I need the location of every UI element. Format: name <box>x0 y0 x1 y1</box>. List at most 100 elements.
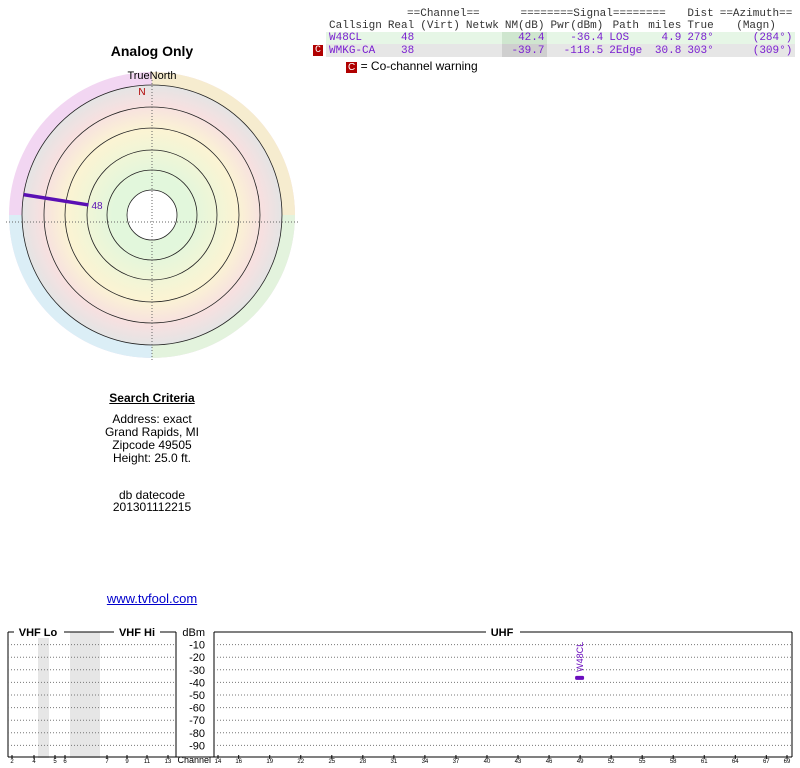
x-tick-label: 13 <box>165 759 172 765</box>
group-header: ==Channel== <box>407 8 480 20</box>
column-header: Netwk <box>465 20 499 32</box>
table-cell: 4.9 <box>645 32 685 44</box>
table-cell: 278° <box>684 32 717 44</box>
x-tick-label: 25 <box>328 759 335 765</box>
label-bg <box>114 626 160 638</box>
table-cell: (309°) <box>716 44 796 57</box>
x-tick-label: 34 <box>422 759 429 765</box>
table-row: C WMKG-CA 38 -39.7 -118.5 2Edge 30.8 303° (309°) <box>310 44 796 57</box>
y-tick-label: -20 <box>189 652 205 664</box>
x-tick-label: 16 <box>235 759 242 765</box>
north-marker: N <box>138 87 145 98</box>
station-vector <box>23 192 89 207</box>
table-cell: -118.5 <box>547 44 607 57</box>
legend-text: = Co-channel warning <box>360 59 478 73</box>
search-line: Address: exact <box>112 412 192 426</box>
x-tick-label: 22 <box>297 759 304 765</box>
x-tick-label: 9 <box>125 759 129 765</box>
table-cell <box>417 32 463 44</box>
spacer <box>310 20 326 32</box>
spacer <box>326 8 385 20</box>
x-tick-label: 5 <box>53 759 57 765</box>
station-table: ==Channel== ========Signal======== Dist ==A… <box>310 8 796 57</box>
table-cell: W48CL <box>326 32 385 44</box>
group-header: ==Azimuth== <box>719 8 793 20</box>
x-tick-label: 11 <box>144 759 151 765</box>
y-tick-label: -40 <box>189 677 205 689</box>
column-header: (Magn) <box>736 20 776 32</box>
table-cell: 30.8 <box>645 44 685 57</box>
north-label: TrueNorth <box>127 70 176 82</box>
table-cell: LOS <box>606 32 646 44</box>
x-tick-label: 40 <box>484 759 491 765</box>
link[interactable]: www.tvfool.com <box>106 591 198 606</box>
group-header-row: ==Channel== ========Signal======== Dist ==A… <box>310 8 795 20</box>
y-tick-label: -30 <box>189 665 205 677</box>
x-tick-label: 14 <box>215 759 222 765</box>
column-header: Path <box>612 20 639 32</box>
column-header: NM(dB) <box>504 20 545 32</box>
table-cell: -36.4 <box>547 32 607 44</box>
x-tick-label: 46 <box>546 759 553 765</box>
x-tick-label: 28 <box>359 759 366 765</box>
header-row: Callsign Real (Virt) Netwk NM(dB) Pwr(dBm) Pat… <box>310 20 795 32</box>
y-tick-label: -60 <box>189 703 205 715</box>
search-title: Search Criteria <box>109 391 195 405</box>
co-channel-flag: C <box>313 45 324 56</box>
x-tick-label: 49 <box>577 759 584 765</box>
x-tick-label: 31 <box>391 759 398 765</box>
band-label: VHF Lo <box>19 627 58 639</box>
table-cell: 48 <box>384 32 418 44</box>
group-header: Dist <box>687 8 714 20</box>
table-cell <box>462 44 502 57</box>
signal-label: W48CL <box>575 642 585 672</box>
datecode: 201301112215 <box>112 500 192 514</box>
column-header: True <box>687 20 714 32</box>
x-tick-label: 61 <box>701 759 708 765</box>
x-tick-label: 64 <box>732 759 739 765</box>
table-cell <box>462 32 502 44</box>
x-tick-label: 43 <box>515 759 522 765</box>
x-tick-label: 19 <box>266 759 273 765</box>
table-cell: 303° <box>684 44 717 57</box>
x-tick-label: 4 <box>32 759 36 765</box>
column-header: Real <box>387 20 415 32</box>
polar-title: Analog Only <box>111 43 194 59</box>
label-bg <box>14 626 64 638</box>
column-header: miles <box>648 20 682 32</box>
flag-cell: C <box>310 44 326 57</box>
y-tick-label: -90 <box>189 740 205 752</box>
search-line: Height: 25.0 ft. <box>112 451 192 465</box>
search-line: Zipcode 49505 <box>112 438 192 452</box>
search-lines: Address: exact Grand Rapids, MI Zipcode 49… <box>0 413 304 465</box>
search-line: Grand Rapids, MI <box>104 425 200 439</box>
signal-mark <box>575 675 585 680</box>
station-label: 48 <box>92 201 104 212</box>
x-tick-label: 69 <box>784 759 791 765</box>
flag-cell <box>310 32 326 44</box>
spacer <box>310 8 326 20</box>
y-tick-label: -80 <box>189 728 205 740</box>
legend: C = Co-channel warning <box>346 59 478 73</box>
x-tick-label: 52 <box>608 759 615 765</box>
group-header: ========Signal======== <box>520 8 666 20</box>
band-label: UHF <box>491 627 514 639</box>
table-cell: WMKG-CA <box>326 44 385 57</box>
table-cell: 42.4 <box>501 32 548 44</box>
table-row: W48CL 48 42.4 -36.4 LOS 4.9 278° (284°) <box>310 32 796 44</box>
x-tick-label: 58 <box>670 759 677 765</box>
legend-flag: C <box>346 62 358 73</box>
datecode-label: db datecode <box>118 488 186 502</box>
table-cell: (284°) <box>716 32 796 44</box>
x-tick-label: 37 <box>453 759 460 765</box>
table-cell: 2Edge <box>606 44 646 57</box>
column-header: Pwr(dBm) <box>550 20 604 32</box>
table-cell: 38 <box>384 44 418 57</box>
x-tick-label: 2 <box>10 759 14 765</box>
y-tick-label: -10 <box>189 640 205 652</box>
band-label: VHF Hi <box>119 627 155 639</box>
x-tick-label: 67 <box>763 759 770 765</box>
channel-band <box>38 632 49 758</box>
